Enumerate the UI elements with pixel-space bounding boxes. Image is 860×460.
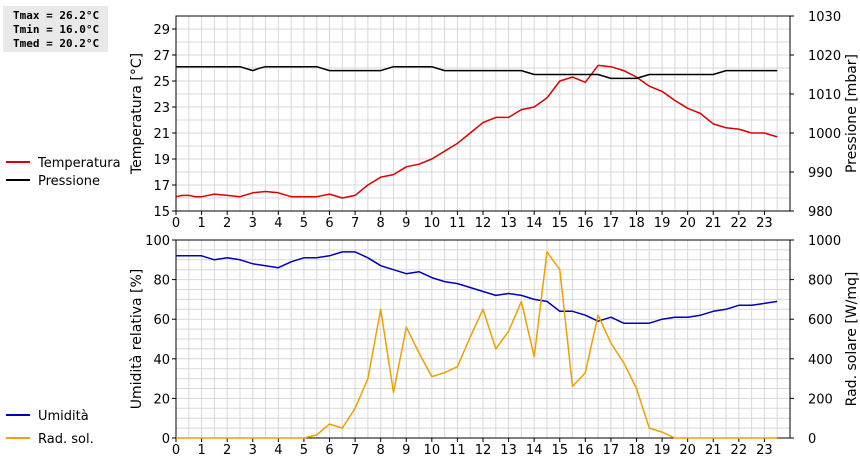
- x-tick-label: 19: [654, 216, 671, 231]
- y2-tick-label: 1010: [808, 88, 841, 103]
- y2-tick-label: 990: [808, 166, 833, 181]
- x-tick-label: 4: [274, 443, 282, 458]
- y-tick-label: 17: [153, 179, 170, 194]
- x-tick-label: 18: [628, 443, 645, 458]
- x-tick-label: 17: [603, 443, 620, 458]
- y-tick-label: 40: [153, 353, 170, 368]
- x-tick-label: 21: [705, 216, 722, 231]
- x-tick-label: 23: [756, 443, 773, 458]
- y-tick-label: 80: [153, 274, 170, 289]
- x-tick-label: 5: [300, 216, 308, 231]
- x-tick-label: 2: [223, 216, 231, 231]
- y2-tick-label: 1000: [808, 234, 841, 249]
- y-tick-label: 0: [162, 432, 170, 447]
- series-line-Pressione: [176, 65, 778, 80]
- chart-panel-0: 0 1 2 3 4 5 6 7 8 9 10 11 12 13 14 15 16 17 18 19 20 21 22 2315…: [6, 10, 860, 231]
- x-tick-label: 14: [526, 443, 543, 458]
- series-line-Umidità: [176, 251, 778, 324]
- y2-tick-label: 800: [808, 274, 833, 289]
- y2-tick-label: 200: [808, 392, 833, 407]
- x-tick-label: 8: [377, 443, 385, 458]
- x-tick-label: 6: [325, 216, 333, 231]
- series-line-Rad. sol.: [176, 251, 778, 439]
- x-tick-label: 11: [449, 216, 466, 231]
- x-tick-label: 7: [351, 216, 359, 231]
- x-tick-label: 20: [679, 216, 696, 231]
- x-tick-label: 18: [628, 216, 645, 231]
- x-tick-label: 17: [603, 216, 620, 231]
- y2-axis-label: Pressione [mbar]: [844, 54, 860, 173]
- x-tick-label: 9: [402, 443, 410, 458]
- y2-tick-label: 1030: [808, 10, 841, 25]
- x-tick-label: 11: [449, 443, 466, 458]
- x-tick-label: 20: [679, 443, 696, 458]
- y-tick-label: 15: [153, 205, 170, 220]
- y2-tick-label: 0: [808, 432, 816, 447]
- x-tick-label: 15: [551, 443, 568, 458]
- y-tick-label: 21: [153, 127, 170, 142]
- x-tick-label: 5: [300, 443, 308, 458]
- x-tick-label: 22: [731, 443, 748, 458]
- x-tick-label: 16: [577, 443, 594, 458]
- x-tick-label: 9: [402, 216, 410, 231]
- x-tick-label: 1: [197, 216, 205, 231]
- stat-tmax: Tmax = 26.2°C: [13, 9, 100, 22]
- legend-label: Pressione: [38, 174, 100, 189]
- x-tick-label: 10: [424, 216, 441, 231]
- x-tick-label: 7: [351, 443, 359, 458]
- legend-label: Umidità: [38, 409, 89, 424]
- x-tick-label: 13: [500, 216, 517, 231]
- y-tick-label: 23: [153, 101, 170, 116]
- x-tick-label: 1: [197, 443, 205, 458]
- y2-tick-label: 600: [808, 313, 833, 328]
- y2-tick-label: 400: [808, 353, 833, 368]
- x-tick-label: 13: [500, 443, 517, 458]
- x-tick-label: 12: [475, 443, 492, 458]
- y-tick-label: 100: [145, 234, 170, 249]
- x-tick-label: 16: [577, 216, 594, 231]
- y-tick-label: 19: [153, 153, 170, 168]
- y2-tick-label: 1000: [808, 127, 841, 142]
- x-tick-label: 23: [756, 216, 773, 231]
- x-tick-label: 19: [654, 443, 671, 458]
- legend-label: Rad. sol.: [38, 432, 94, 447]
- chart-panel-1: 0 1 2 3 4 5 6 7 8 9 10 11 12 13 14 15 16 17 18 19 20 21 22 2302…: [6, 234, 860, 458]
- x-tick-label: 12: [475, 216, 492, 231]
- x-tick-label: 3: [249, 216, 257, 231]
- y-tick-label: 27: [153, 49, 170, 64]
- y-tick-label: 29: [153, 23, 170, 38]
- x-tick-label: 8: [377, 216, 385, 231]
- x-tick-label: 14: [526, 216, 543, 231]
- x-tick-label: 2: [223, 443, 231, 458]
- stat-tmin: Tmin = 16.0°C: [13, 23, 100, 36]
- legend-label: Temperatura: [37, 156, 121, 171]
- stats-box: Tmax = 26.2°C Tmin = 16.0°C Tmed = 20.2°…: [3, 6, 108, 52]
- y-axis-label: Umidità relativa [%]: [129, 269, 145, 410]
- x-tick-label: 3: [249, 443, 257, 458]
- y-tick-label: 60: [153, 313, 170, 328]
- x-tick-label: 6: [325, 443, 333, 458]
- x-tick-label: 21: [705, 443, 722, 458]
- series-line-Temperatura: [175, 64, 778, 199]
- x-tick-label: 0: [172, 443, 180, 458]
- x-tick-label: 22: [731, 216, 748, 231]
- x-tick-label: 15: [551, 216, 568, 231]
- stat-tmed: Tmed = 20.2°C: [13, 37, 100, 50]
- y-tick-label: 25: [153, 75, 170, 90]
- y-axis-label: Temperatura [°C]: [129, 53, 145, 175]
- y2-tick-label: 980: [808, 205, 833, 220]
- x-tick-label: 10: [424, 443, 441, 458]
- x-tick-label: 4: [274, 216, 282, 231]
- y-tick-label: 20: [153, 392, 170, 407]
- y2-axis-label: Rad. solare [W/mq]: [844, 272, 860, 407]
- y2-tick-label: 1020: [808, 49, 841, 64]
- x-tick-label: 0: [172, 216, 180, 231]
